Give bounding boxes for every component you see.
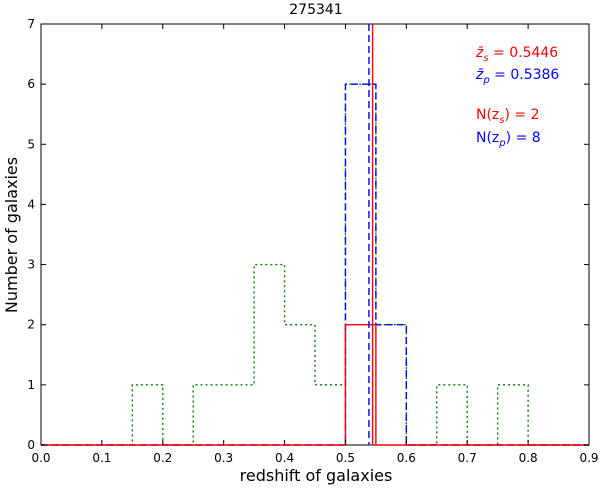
- x-tick-label: 0.9: [579, 451, 598, 465]
- histogram-series-dotted: [41, 83, 589, 446]
- zs-mean-annotation: z̄s = 0.5446: [475, 45, 558, 64]
- chart-title: 275341: [289, 2, 342, 18]
- n-zs-annotation: N(zs) = 2: [476, 107, 540, 126]
- zp-mean-annotation: z̄p = 0.5386: [475, 67, 559, 86]
- zs-mean-value: = 0.5446: [489, 45, 559, 61]
- x-tick-label: 0.8: [519, 451, 538, 465]
- x-tick-label: 0.4: [275, 451, 294, 465]
- zp-mean-sub: p: [482, 75, 489, 86]
- x-tick-label: 0.1: [92, 451, 111, 465]
- y-axis-label: Number of galaxies: [2, 157, 21, 313]
- n-zp-annotation: N(zp) = 8: [476, 130, 541, 149]
- n-zs-post: ) = 2: [505, 107, 540, 123]
- y-tick-label: 6: [27, 77, 35, 91]
- y-tick-label: 7: [27, 17, 35, 31]
- mean-lines: [368, 24, 374, 445]
- y-tick-label: 5: [27, 137, 35, 151]
- x-tick-label: 0.2: [153, 451, 172, 465]
- x-tick-label: 0.3: [214, 451, 233, 465]
- zp-mean-value: = 0.5386: [490, 67, 560, 83]
- zs-mean-sub: s: [483, 53, 488, 64]
- x-tick-label: 0.7: [458, 451, 477, 465]
- x-tick-label: 0.5: [336, 451, 355, 465]
- ticks: 0.0 0.1 0.2 0.3 0.4 0.5 0.6 0.7 0.8 0.9 0 1 2 3 4 5 6 7: [27, 17, 598, 465]
- n-zs-pre: N(z: [476, 107, 499, 123]
- n-zp-pre: N(z: [476, 130, 499, 146]
- x-tick-label: 0.0: [31, 451, 50, 465]
- histogram-series-solid: [41, 324, 589, 446]
- n-zp-post: ) = 8: [506, 130, 541, 146]
- legend-annotations: z̄s = 0.5446 z̄p = 0.5386 N(zs) = 2 N(zp…: [475, 45, 559, 149]
- n-zp-sub: p: [498, 138, 505, 149]
- n-zs-sub: s: [499, 115, 504, 126]
- y-tick-label: 3: [27, 258, 35, 272]
- histogram-series-dashed: [41, 83, 589, 446]
- y-tick-label: 0: [27, 438, 35, 452]
- zp-mean-symbol: z̄: [475, 67, 484, 83]
- y-tick-label: 1: [27, 378, 35, 392]
- zs-mean-symbol: z̄: [475, 45, 484, 61]
- plot-area: 0.0 0.1 0.2 0.3 0.4 0.5 0.6 0.7 0.8 0.9 0 1 2 3 4 5 6 7: [27, 17, 598, 465]
- x-axis-label: redshift of galaxies: [240, 466, 393, 485]
- y-tick-label: 4: [27, 197, 35, 211]
- x-tick-label: 0.6: [397, 451, 416, 465]
- y-tick-label: 2: [27, 318, 35, 332]
